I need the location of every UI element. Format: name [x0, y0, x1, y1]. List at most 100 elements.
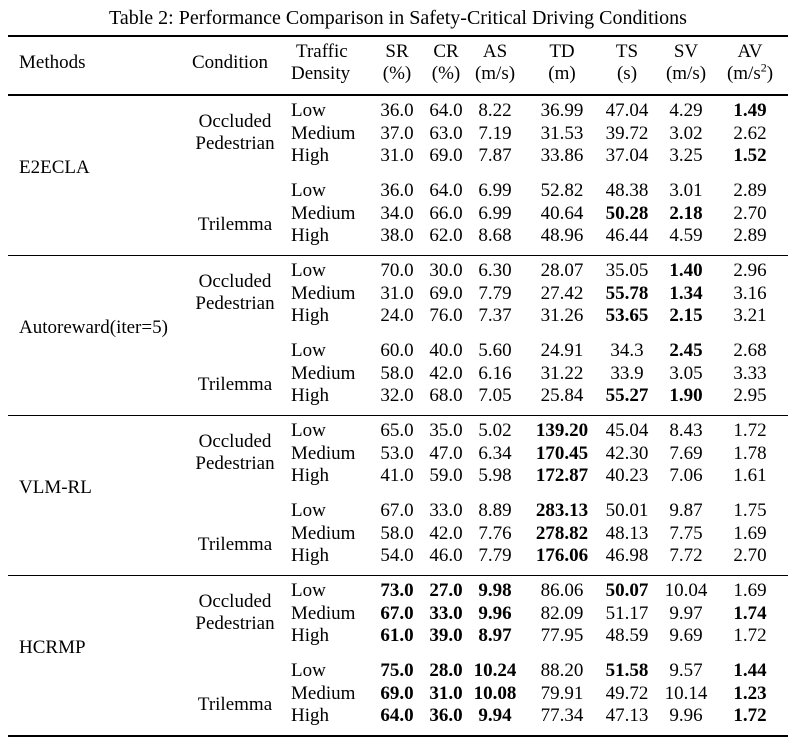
metric-value: 65.0 — [380, 420, 414, 441]
metric-value: 67.0 — [380, 500, 414, 521]
density-label: Low — [291, 580, 326, 601]
metric-value: 68.0 — [429, 385, 463, 406]
density-label: High — [291, 465, 329, 486]
metric-value: 5.02 — [478, 420, 512, 441]
metric-value: 53.0 — [380, 442, 414, 464]
metric-value: 2.18 — [669, 202, 703, 224]
condition-name-line2: Pedestrian — [195, 133, 275, 154]
header-metric-unit: (s) — [616, 63, 638, 84]
density-label: Medium — [291, 282, 356, 304]
header-metric-unit: (m/s) — [474, 63, 516, 84]
table-bottom-rule — [8, 735, 788, 737]
metric-value: 31.26 — [540, 305, 584, 326]
metric-value: 48.13 — [605, 522, 649, 544]
condition-name-line1: Occluded — [198, 111, 272, 132]
metric-value: 51.58 — [605, 660, 649, 681]
metric-value: 79.91 — [540, 682, 584, 704]
metric-value: 9.96 — [478, 602, 512, 624]
metric-value: 2.95 — [733, 385, 767, 406]
metric-value: 48.96 — [540, 225, 584, 246]
metric-value: 77.95 — [540, 625, 584, 646]
density-label: High — [291, 305, 329, 326]
metric-value: 7.37 — [478, 305, 512, 326]
header-metric-unit: (m) — [548, 63, 576, 84]
metric-value: 1.69 — [733, 522, 767, 544]
metric-value: 59.0 — [429, 465, 463, 486]
density-label: Medium — [291, 522, 356, 544]
metric-value: 7.72 — [669, 545, 703, 566]
metric-value: 176.06 — [535, 545, 589, 566]
header-metric-unit: (m/s) — [665, 63, 707, 84]
metric-value: 69.0 — [380, 682, 414, 704]
metric-value: 1.61 — [733, 465, 767, 486]
metric-value: 5.60 — [478, 340, 512, 361]
metric-value: 73.0 — [380, 580, 414, 601]
metric-value: 36.0 — [380, 180, 414, 201]
metric-value: 55.27 — [605, 385, 649, 406]
condition-name-line2: Pedestrian — [195, 453, 275, 474]
metric-value: 42.0 — [429, 362, 463, 384]
metric-value: 34.3 — [610, 340, 644, 361]
header-metric-name: TD — [549, 41, 575, 62]
header-metric-unit: (%) — [431, 63, 461, 84]
metric-value: 52.82 — [540, 180, 584, 201]
condition-name-line1: Occluded — [198, 591, 272, 612]
table-caption: Table 2: Performance Comparison in Safet… — [109, 7, 687, 29]
metric-value: 63.0 — [429, 122, 463, 144]
metric-value: 3.05 — [669, 362, 703, 384]
metric-value: 33.0 — [429, 602, 463, 624]
metric-value: 53.65 — [605, 305, 649, 326]
condition-name-line1: Occluded — [198, 431, 272, 452]
group-separator — [8, 575, 788, 576]
metric-value: 67.0 — [380, 602, 414, 624]
header-rule — [8, 94, 788, 96]
header-metric-name: CR — [433, 41, 459, 62]
metric-value: 66.0 — [429, 202, 463, 224]
metric-value: 7.75 — [669, 522, 703, 544]
metric-value: 1.44 — [733, 660, 767, 681]
metric-value: 1.75 — [733, 500, 767, 521]
metric-value: 64.0 — [429, 100, 463, 121]
density-label: Low — [291, 260, 326, 281]
metric-value: 32.0 — [380, 385, 414, 406]
metric-value: 30.0 — [429, 260, 463, 281]
metric-value: 47.04 — [605, 100, 649, 121]
metric-value: 8.97 — [478, 625, 512, 646]
metric-value: 1.90 — [669, 385, 703, 406]
condition-name: Trilemma — [197, 374, 273, 395]
metric-value: 2.45 — [669, 340, 703, 361]
table-top-rule — [8, 35, 788, 37]
metric-value: 27.0 — [429, 580, 463, 601]
header-condition: Condition — [192, 52, 269, 73]
metric-value: 64.0 — [429, 180, 463, 201]
metric-value: 139.20 — [535, 420, 589, 441]
density-label: Medium — [291, 362, 356, 384]
metric-value: 38.0 — [380, 225, 414, 246]
metric-value: 33.86 — [540, 145, 584, 166]
metric-value: 25.84 — [540, 385, 584, 406]
metric-value: 6.16 — [478, 362, 512, 384]
metric-value: 7.19 — [478, 122, 512, 144]
metric-value: 51.17 — [605, 602, 649, 624]
metric-value: 24.0 — [380, 305, 414, 326]
density-label: Medium — [291, 602, 356, 624]
condition-name: Trilemma — [197, 534, 273, 555]
method-name: VLM-RL — [19, 477, 92, 498]
metric-value: 6.34 — [478, 442, 512, 464]
density-label: High — [291, 545, 329, 566]
metric-value: 3.33 — [733, 362, 767, 384]
group-separator — [8, 255, 788, 256]
density-label: Medium — [291, 682, 356, 704]
metric-value: 47.0 — [429, 442, 463, 464]
metric-value: 31.0 — [380, 145, 414, 166]
header-metric-unit-text: (m/s — [726, 63, 761, 84]
header-metric-unit: (%) — [382, 63, 412, 84]
density-label: Medium — [291, 442, 356, 464]
density-label: High — [291, 705, 329, 726]
metric-value: 69.0 — [429, 282, 463, 304]
metric-value: 278.82 — [535, 522, 589, 544]
metric-value: 40.23 — [605, 465, 649, 486]
metric-value: 7.69 — [669, 442, 703, 464]
metric-value: 10.14 — [664, 682, 708, 704]
metric-value: 7.05 — [478, 385, 512, 406]
